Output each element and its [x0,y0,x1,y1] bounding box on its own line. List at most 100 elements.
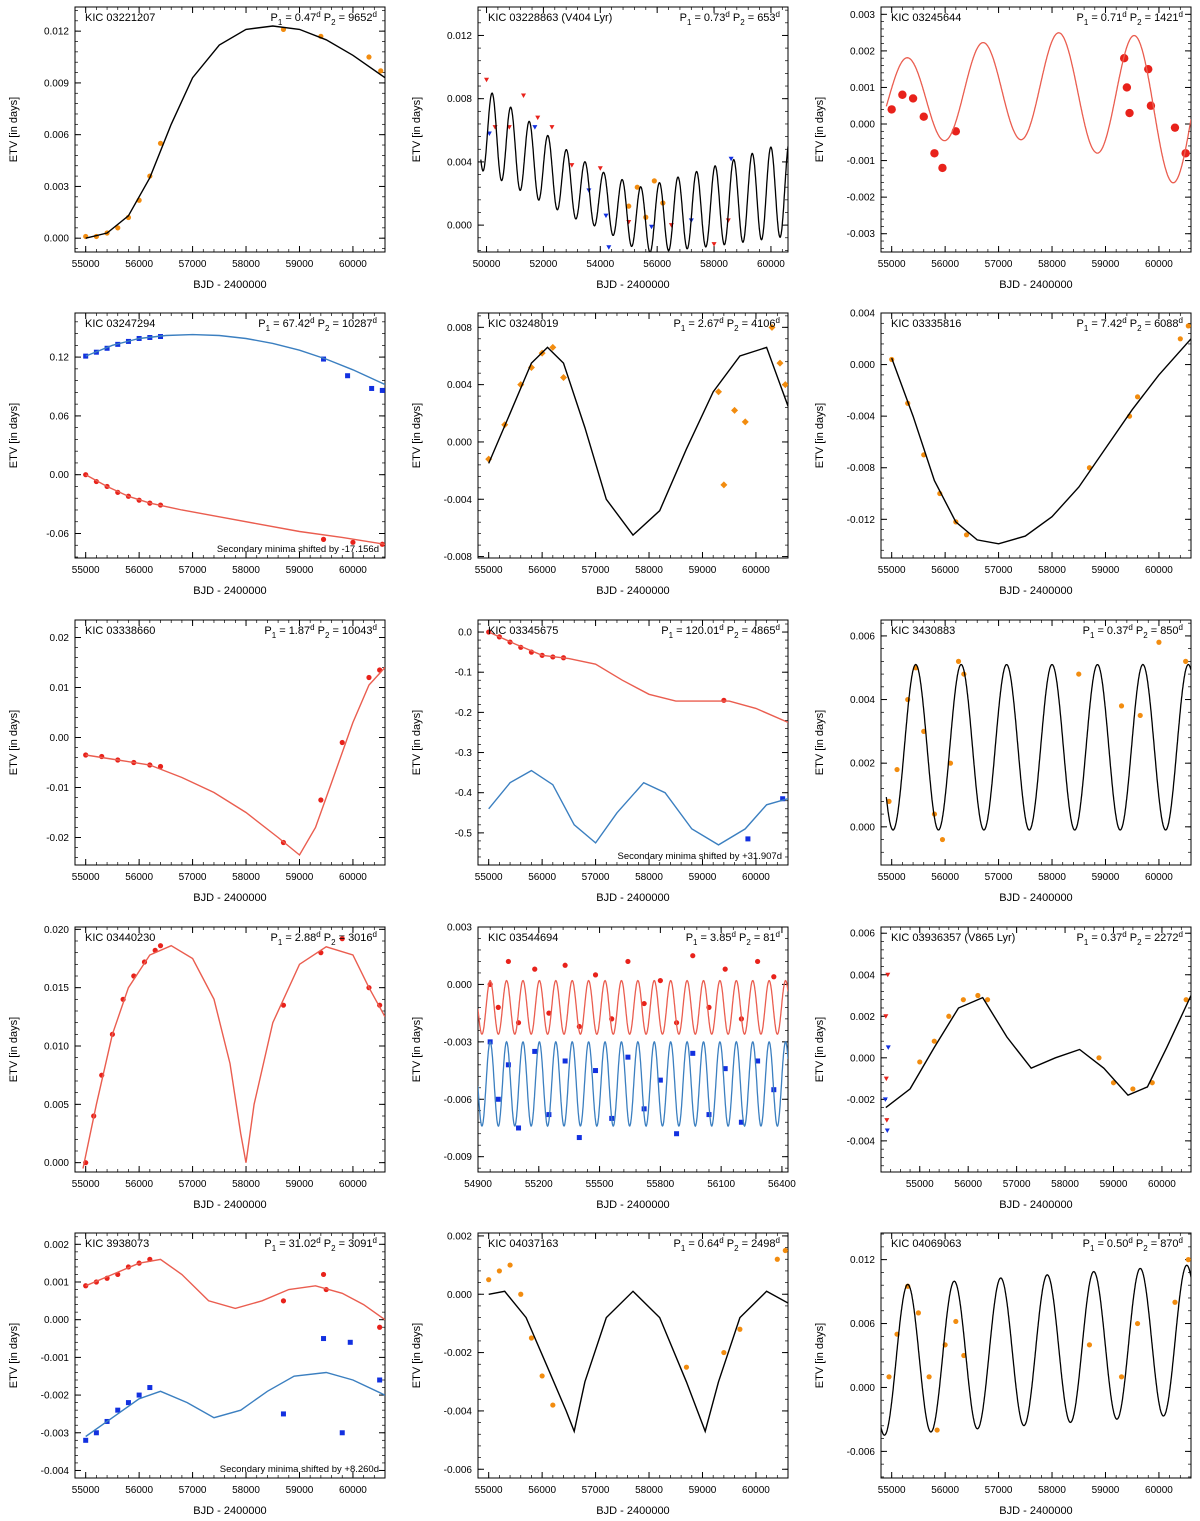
period-label: P1 = 0.64d P2 = 2498d [673,1236,780,1253]
period-label-part: 1 [693,938,698,947]
y-axis-label: ETV [in days] [8,710,20,775]
y-tick-label: 0.00 [50,733,70,744]
x-tick-label: 60000 [1145,872,1173,883]
data-point [884,1118,890,1123]
data-point [377,1377,383,1383]
panel-title: KIC 03936357 (V865 Lyr) [891,932,1015,944]
data-point [528,1335,535,1341]
x-tick-label: 54900 [464,1179,492,1190]
y-tick-label: 0.000 [44,234,69,245]
panel-title: KIC 03248019 [488,318,558,330]
data-point [560,373,568,381]
data-point [741,418,749,426]
x-tick-label: 56000 [125,872,153,883]
data-point [366,674,372,681]
y-axis-label: ETV [in days] [814,403,826,468]
period-label-part: = 10287 [329,318,372,330]
data-point [1156,639,1162,645]
period-label-part: 2 [325,631,330,640]
period-label-part: 2 [746,938,751,947]
period-label-part: P [270,932,277,944]
data-point [484,77,490,83]
fit-curve [885,32,1191,184]
data-point [549,125,555,130]
etv-panel: 55000 56000 57000 58000 59000 60000 -0.004 -0.0… [814,926,1192,1211]
x-tick-label: 58000 [635,1485,663,1496]
etv-panel: 55000 56000 57000 58000 59000 60000 -0.02 -0.01… [8,619,386,904]
panel-title: KIC 03338660 [85,625,155,637]
y-tick-label: 0.010 [44,1042,69,1053]
data-point [603,213,609,219]
period-label-part: d [1179,623,1183,632]
period-label-part: P [315,318,325,330]
period-label-part: 2 [325,324,330,333]
period-label-part: P [1127,12,1137,24]
x-axis-label: BJD - 2400000 [193,585,266,597]
data-point [711,242,717,247]
y-axis-label: ETV [in days] [814,97,826,162]
y-tick-label: 0.003 [850,10,875,21]
y-tick-label: 0.000 [44,1315,69,1326]
period-label-part: d [316,10,320,19]
y-tick-label: -0.008 [444,552,473,563]
data-point [720,481,728,489]
x-axis-label: BJD - 2400000 [193,892,266,904]
plot-frame [477,926,789,1173]
data-point [1118,1374,1125,1380]
period-label-part: = 0.47 [282,12,316,24]
x-tick-label: 58000 [1038,1485,1066,1496]
data-point [516,1125,522,1131]
shift-annotation: Secondary minima shifted by +8.260d [220,1464,379,1475]
data-point [518,1291,524,1297]
y-tick-label: -0.01 [46,783,69,794]
data-point [715,388,723,396]
y-tick-label: -0.06 [46,529,69,540]
y-tick-label: -0.008 [847,463,876,474]
period-label-part: 1 [272,1244,277,1253]
period-label-part: d [776,10,780,19]
period-label-part: = 4865 [739,625,776,637]
data-point [1076,671,1082,677]
period-label-part: d [1122,10,1126,19]
period-label-part: 1 [1090,1244,1095,1253]
period-label-part: P [1133,625,1143,637]
period-label-part: P [1076,318,1083,330]
data-point [774,1256,780,1262]
y-tick-label: 0.006 [850,1319,875,1330]
data-point [648,224,654,230]
period-label-part: 2 [740,18,745,27]
period-label-part: P [1076,932,1083,944]
etv-panel: 55000 56000 57000 58000 59000 60000 -0.003 -0.0… [814,6,1192,291]
x-tick-label: 59000 [1100,1179,1128,1190]
y-axis-label: ETV [in days] [411,1017,423,1082]
data-point [280,1298,287,1304]
data-point [882,1097,888,1102]
x-tick-label: 57000 [985,565,1013,576]
period-label-part: = 31.02 [276,1238,316,1250]
etv-panel: 55000 56000 57000 58000 59000 60000 -0.008 -0.0… [411,312,789,597]
data-point [366,54,372,60]
data-point [104,345,110,351]
x-tick-label: 60000 [339,259,367,270]
period-label: P1 = 0.73d P2 = 653d [680,10,780,27]
data-point [136,1392,142,1398]
period-label-part: = 2498 [739,1238,776,1250]
period-label-part: d [776,316,780,325]
y-tick-label: -0.002 [847,1095,876,1106]
period-label-part: d [719,623,723,632]
y-tick-label: -0.002 [41,1391,70,1402]
y-tick-label: -0.004 [847,412,876,423]
data-point [507,1262,513,1268]
y-tick-label: 0.01 [50,683,70,694]
x-tick-label: 57000 [582,872,610,883]
y-tick-label: -0.002 [444,1348,473,1359]
data-point [157,763,164,770]
y-tick-label: 0.004 [447,380,472,391]
data-point [885,972,891,978]
x-tick-label: 60000 [339,565,367,576]
data-point [321,1336,327,1342]
y-tick-label: 0.00 [50,470,70,481]
x-tick-label: 55000 [878,872,906,883]
data-point [350,539,356,545]
data-point [768,323,776,331]
